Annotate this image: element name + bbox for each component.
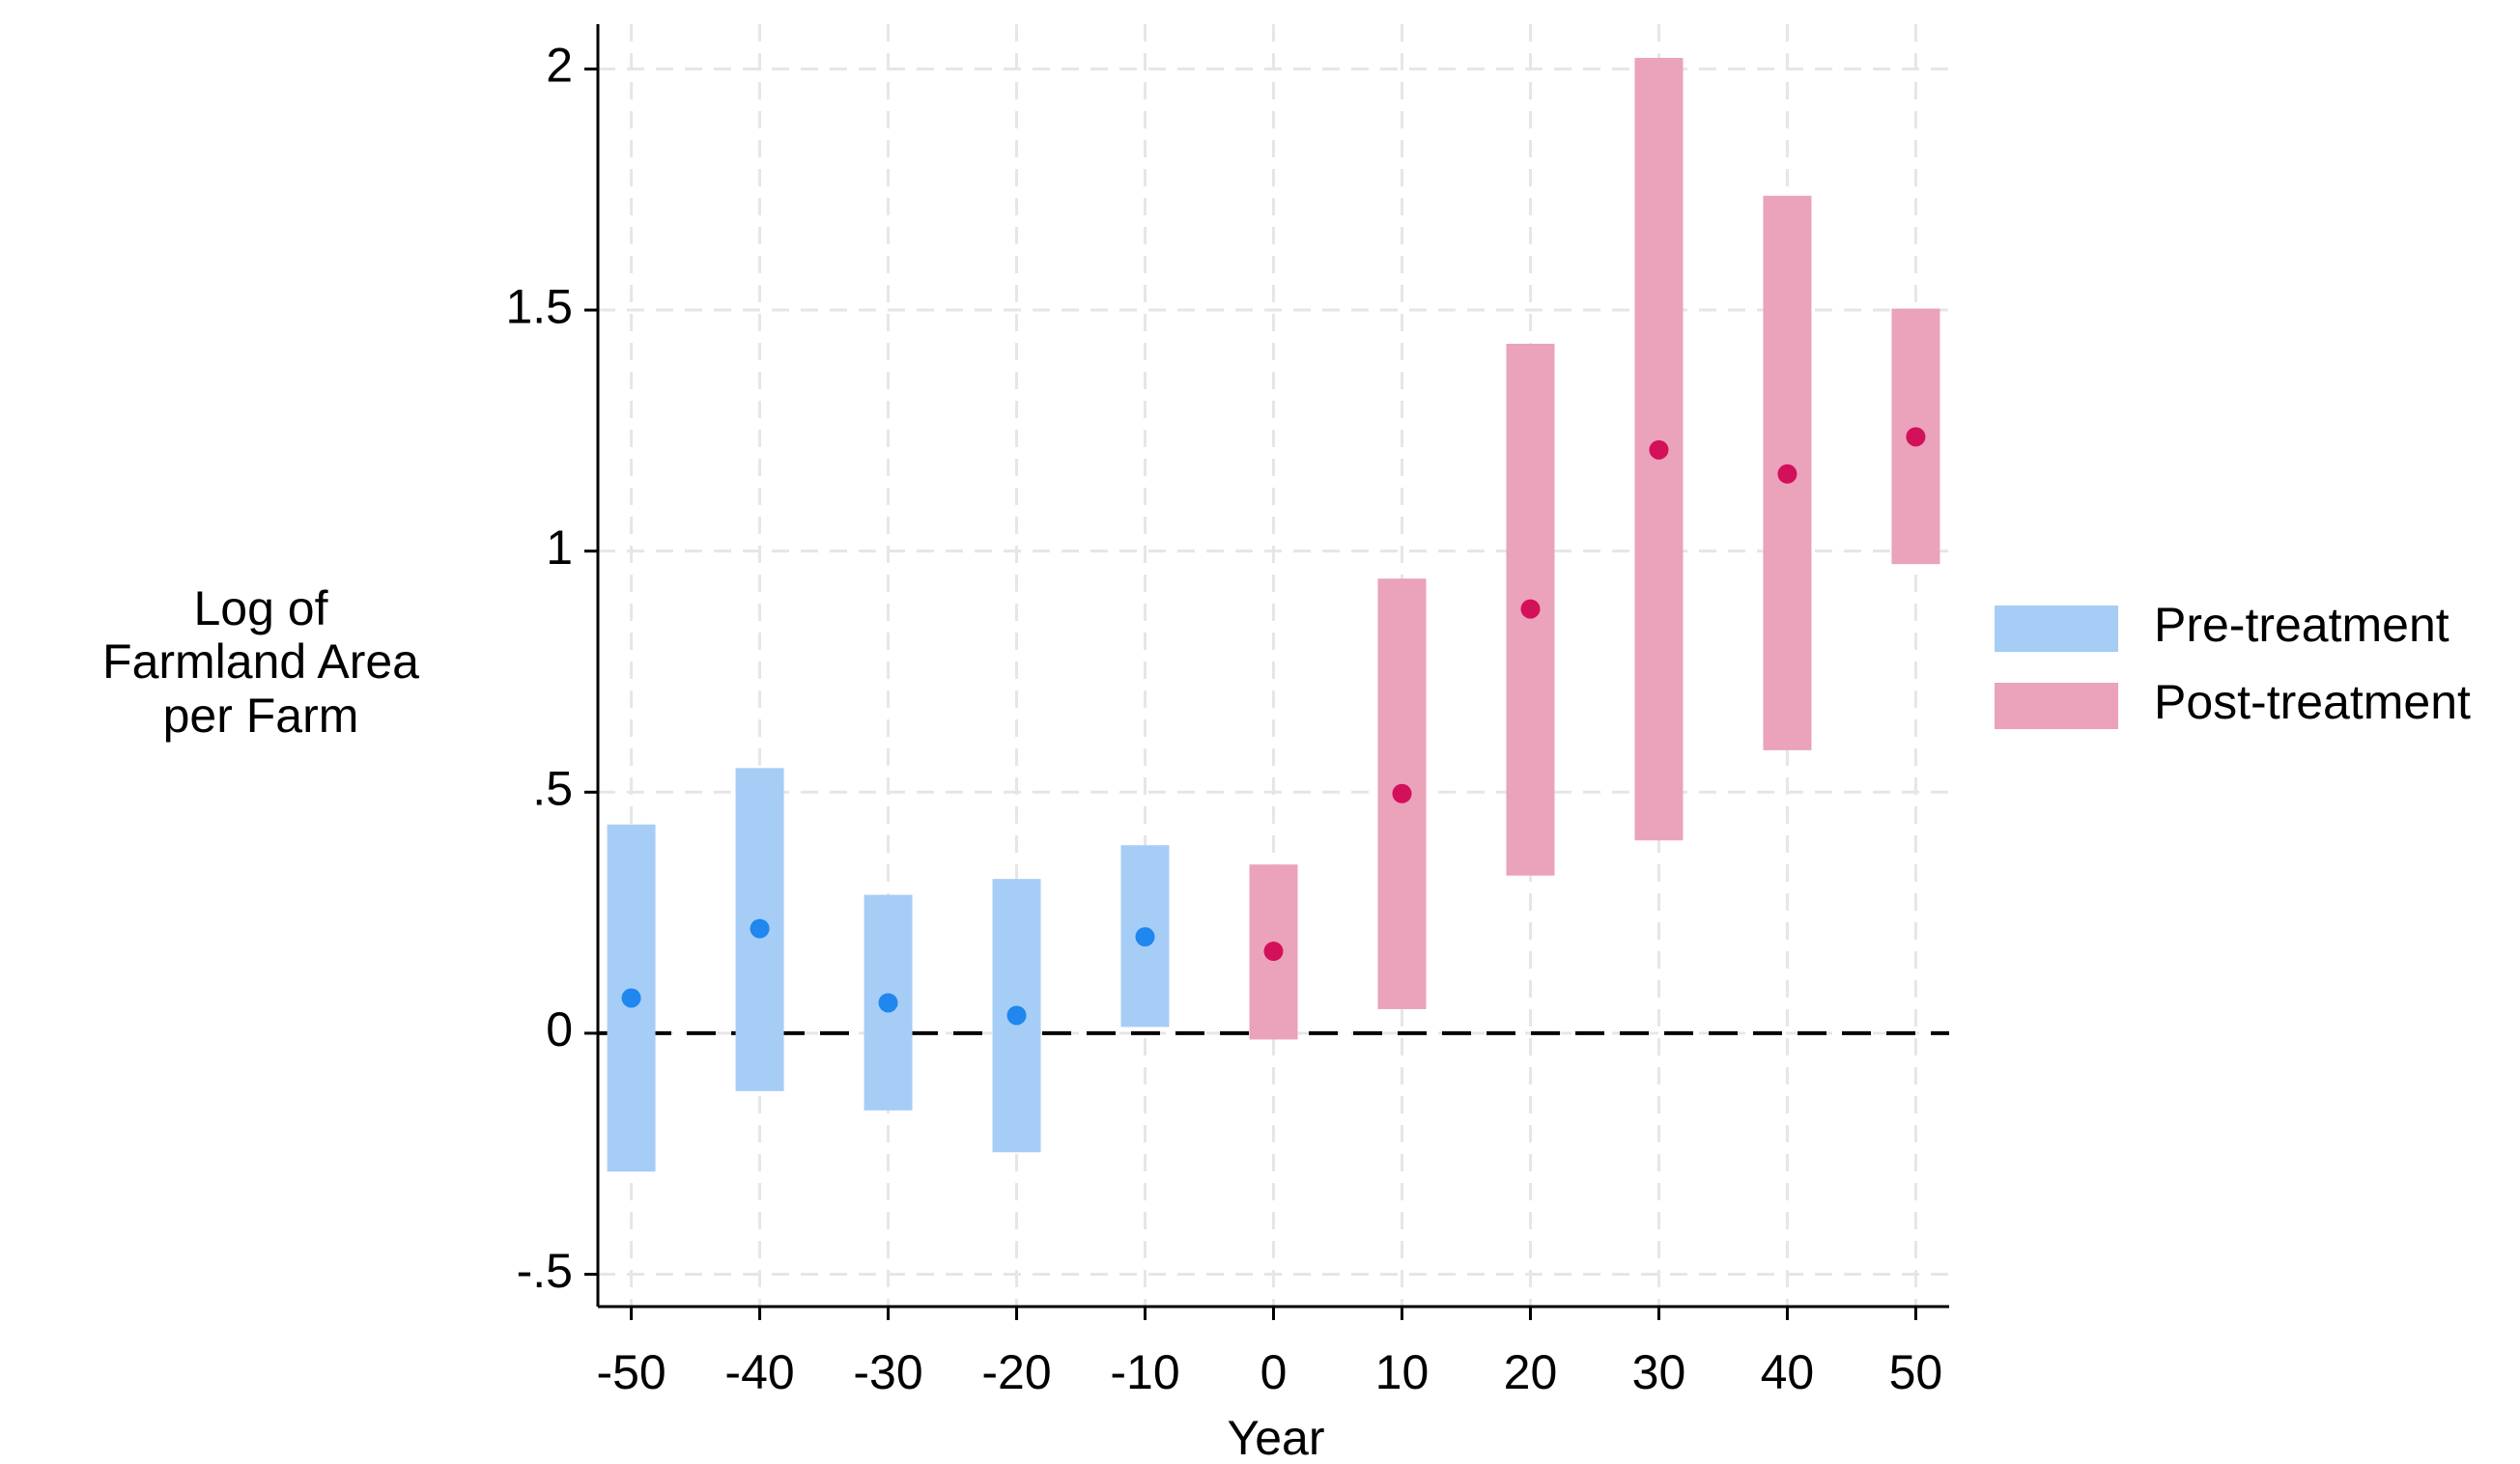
x-tick-label: -20	[981, 1345, 1051, 1399]
legend-label: Pre-treatment	[2154, 598, 2449, 652]
point	[878, 993, 898, 1013]
point	[1777, 464, 1798, 484]
x-tick-label: -40	[724, 1345, 794, 1399]
y-axis-label: per Farm	[163, 689, 359, 743]
y-tick-label: -.5	[517, 1244, 573, 1298]
point	[1906, 427, 1926, 447]
y-tick-label: .5	[532, 762, 573, 816]
legend-label: Post-treatment	[2154, 675, 2471, 729]
legend-swatch	[1995, 605, 2118, 652]
point	[1135, 927, 1155, 947]
point	[1649, 439, 1669, 460]
legend-swatch	[1995, 683, 2118, 729]
x-tick-label: 30	[1632, 1345, 1686, 1399]
x-tick-label: -30	[853, 1345, 922, 1399]
x-tick-label: -10	[1110, 1345, 1179, 1399]
point	[750, 918, 770, 939]
x-tick-label: -50	[596, 1345, 665, 1399]
x-axis-label: Year	[1227, 1411, 1324, 1464]
y-tick-label: 1	[546, 521, 573, 575]
point	[1392, 783, 1412, 803]
point	[1006, 1005, 1027, 1026]
y-axis-label: Log of	[193, 581, 327, 635]
point	[1263, 942, 1284, 962]
y-axis-label: Farmland Area	[102, 634, 419, 689]
x-tick-label: 50	[1889, 1345, 1943, 1399]
point	[621, 988, 641, 1008]
y-tick-label: 1.5	[505, 279, 573, 333]
x-tick-label: 40	[1761, 1345, 1815, 1399]
y-tick-label: 0	[546, 1002, 573, 1056]
point	[1520, 599, 1541, 619]
x-tick-label: 20	[1504, 1345, 1558, 1399]
x-tick-label: 10	[1375, 1345, 1430, 1399]
y-tick-label: 2	[546, 39, 573, 93]
x-tick-label: 0	[1260, 1345, 1288, 1399]
